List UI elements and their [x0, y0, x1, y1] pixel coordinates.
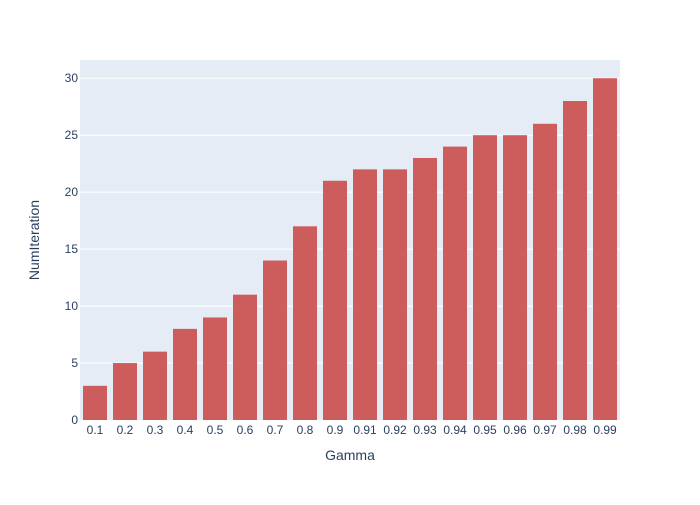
- x-tick-label: 0.8: [297, 423, 314, 437]
- bar[interactable]: [563, 101, 587, 420]
- x-tick-label: 0.9: [327, 423, 344, 437]
- y-tick-label: 0: [71, 413, 78, 427]
- bar[interactable]: [533, 123, 557, 420]
- x-tick-label: 0.98: [563, 423, 587, 437]
- bar[interactable]: [113, 363, 137, 420]
- x-tick-label: 0.93: [413, 423, 437, 437]
- bar[interactable]: [413, 157, 437, 421]
- x-tick-labels: 0.1 0.2 0.3 0.4 0.5 0.6 0.7 0.8 0.9 0.91 0.92 0.93 0…: [87, 423, 617, 437]
- y-tick-label: 15: [65, 242, 79, 256]
- bar[interactable]: [353, 169, 377, 420]
- x-tick-label: 0.96: [503, 423, 527, 437]
- bar[interactable]: [383, 169, 407, 420]
- bar[interactable]: [233, 294, 257, 420]
- x-tick-label: 0.94: [443, 423, 467, 437]
- bar[interactable]: [293, 226, 317, 420]
- bar[interactable]: [593, 78, 617, 421]
- bar[interactable]: [203, 317, 227, 420]
- bar[interactable]: [263, 260, 287, 420]
- x-tick-label: 0.5: [207, 423, 224, 437]
- x-tick-label: 0.95: [473, 423, 497, 437]
- bar[interactable]: [473, 135, 497, 420]
- y-tick-label: 30: [65, 71, 79, 85]
- x-tick-label: 0.97: [533, 423, 557, 437]
- y-tick-label: 25: [65, 128, 79, 142]
- x-axis-title: Gamma: [325, 447, 375, 463]
- bar[interactable]: [443, 146, 467, 420]
- y-tick-label: 20: [65, 185, 79, 199]
- x-tick-label: 0.2: [117, 423, 134, 437]
- x-tick-label: 0.99: [593, 423, 617, 437]
- x-tick-label: 0.1: [87, 423, 104, 437]
- bar[interactable]: [143, 351, 167, 420]
- plot-background: [80, 60, 620, 420]
- y-tick-labels: 0 5 10 15 20 25 30: [65, 71, 79, 427]
- bar[interactable]: [173, 328, 197, 420]
- x-tick-label: 0.6: [237, 423, 254, 437]
- x-tick-label: 0.92: [383, 423, 407, 437]
- bars: [83, 78, 617, 421]
- y-tick-label: 5: [71, 356, 78, 370]
- x-tick-label: 0.3: [147, 423, 164, 437]
- y-axis-title: NumIteration: [26, 200, 42, 280]
- bar[interactable]: [83, 385, 107, 420]
- x-tick-label: 0.91: [353, 423, 377, 437]
- x-tick-label: 0.4: [177, 423, 194, 437]
- y-tick-label: 10: [65, 299, 79, 313]
- x-tick-label: 0.7: [267, 423, 284, 437]
- bar[interactable]: [323, 180, 347, 420]
- gridlines: [80, 77, 620, 364]
- bar[interactable]: [503, 135, 527, 420]
